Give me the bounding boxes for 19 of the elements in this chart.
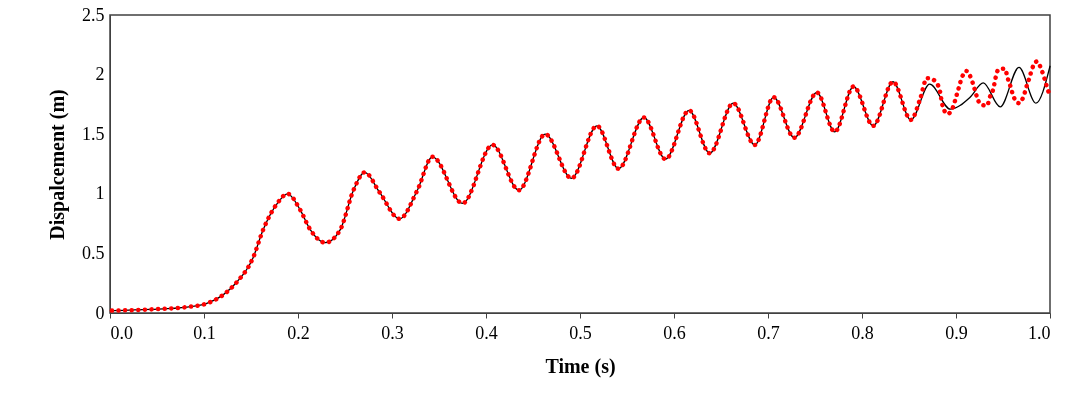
x-tick-label: 0.8 (851, 322, 874, 343)
x-tick-label: 0.3 (381, 322, 404, 343)
y-axis-title: Dispalcement (m) (46, 89, 69, 240)
x-tick-label: 0.2 (287, 322, 310, 343)
x-tick-label: 0.4 (475, 322, 498, 343)
y-tick-label: 0.5 (82, 242, 105, 263)
y-tick-label: 2.5 (82, 4, 105, 25)
x-tick-label: 0.7 (757, 322, 780, 343)
x-tick-label: 0.6 (663, 322, 686, 343)
x-tick-label: 0.5 (569, 322, 592, 343)
x-tick-label: 0.9 (945, 322, 968, 343)
y-tick-label: 0 (95, 302, 105, 323)
y-tick-label: 1.5 (82, 123, 105, 144)
x-axis-title: Time (s) (545, 354, 616, 378)
y-tick-label: 2 (95, 64, 105, 85)
x-tick-label: 1.0 (1028, 322, 1051, 343)
x-tick-label: 0.1 (193, 322, 216, 343)
y-tick-label: 1 (95, 183, 105, 204)
x-tick-label: 0.0 (110, 322, 133, 343)
